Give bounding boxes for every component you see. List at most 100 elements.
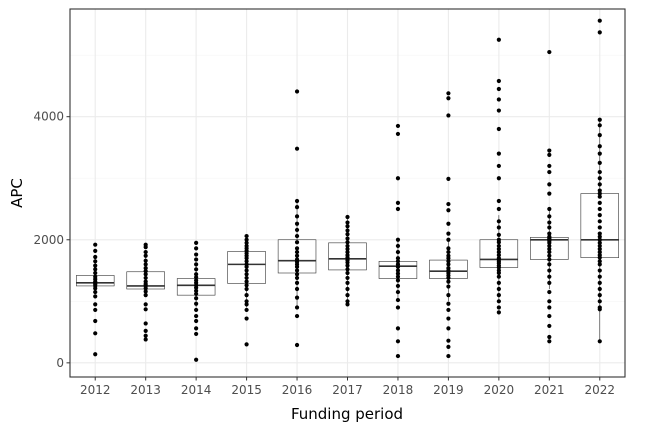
data-point-2013 — [143, 286, 148, 291]
y-axis-title: APC — [8, 178, 26, 208]
data-point-2013 — [143, 328, 148, 333]
data-point-2013 — [143, 249, 148, 255]
data-point-2013 — [143, 245, 148, 250]
data-point-2021 — [547, 253, 552, 258]
data-point-2021 — [547, 299, 552, 304]
data-point-2018 — [395, 268, 401, 273]
data-point-2017 — [345, 286, 350, 292]
data-point-2021 — [547, 231, 552, 236]
data-point-2016 — [294, 221, 300, 226]
data-point-2021 — [547, 334, 552, 340]
data-point-2016 — [294, 268, 300, 273]
data-point-2015 — [244, 279, 249, 284]
data-point-2022 — [597, 151, 602, 156]
data-point-2012 — [93, 254, 98, 260]
data-point-2020 — [496, 78, 501, 84]
data-point-2014 — [194, 296, 199, 301]
data-point-2022 — [597, 259, 602, 264]
data-point-2016 — [294, 280, 300, 285]
data-point-2022 — [597, 176, 602, 181]
data-point-2016 — [294, 205, 300, 210]
y-tick-label: 2000 — [33, 233, 64, 247]
data-point-2019 — [446, 259, 451, 264]
data-point-2012 — [93, 286, 98, 291]
data-point-2014 — [194, 285, 199, 290]
data-point-2018 — [395, 206, 401, 212]
data-point-2021 — [547, 274, 552, 279]
data-point-2015 — [244, 307, 249, 313]
data-point-2013 — [143, 333, 148, 338]
data-point-2013 — [143, 265, 148, 271]
data-point-2012 — [93, 263, 98, 268]
data-point-2014 — [194, 262, 199, 267]
data-point-2014 — [194, 313, 199, 319]
data-point-2022 — [597, 144, 602, 149]
point-series — [93, 18, 602, 362]
data-point-2022 — [597, 123, 602, 128]
data-point-2014 — [194, 307, 199, 313]
data-point-2022 — [597, 188, 602, 193]
data-point-2017 — [345, 270, 350, 276]
data-point-2021 — [547, 225, 552, 230]
data-point-2015 — [244, 302, 249, 307]
data-point-2020 — [496, 240, 501, 245]
data-point-2019 — [446, 249, 451, 255]
data-point-2021 — [547, 262, 552, 267]
data-point-2022 — [597, 286, 602, 292]
data-point-2021 — [547, 214, 552, 219]
data-point-2013 — [143, 293, 148, 298]
data-point-2016 — [294, 253, 300, 258]
data-point-2022 — [597, 234, 602, 239]
data-point-2022 — [597, 231, 602, 236]
data-point-2012 — [93, 289, 98, 295]
data-point-2019 — [446, 221, 451, 226]
data-point-2016 — [294, 233, 300, 239]
data-point-2016 — [294, 272, 300, 277]
data-point-2017 — [345, 214, 350, 220]
data-point-2021 — [547, 243, 552, 249]
data-point-2020 — [496, 274, 501, 279]
data-point-2014 — [194, 301, 199, 306]
data-point-2018 — [395, 353, 401, 359]
x-tick-label: 2020 — [484, 383, 515, 397]
data-point-2019 — [446, 338, 451, 343]
data-point-2015 — [244, 286, 249, 292]
data-point-2018 — [395, 256, 401, 261]
data-point-2019 — [446, 231, 451, 236]
data-point-2020 — [496, 108, 501, 113]
data-point-2017 — [345, 275, 350, 281]
x-tick-label: 2016 — [282, 383, 313, 397]
data-point-2020 — [496, 219, 501, 224]
data-point-2016 — [294, 214, 300, 219]
data-point-2017 — [345, 232, 350, 237]
data-point-2020 — [496, 86, 501, 92]
data-point-2013 — [143, 302, 148, 307]
data-point-2014 — [194, 246, 199, 251]
data-point-2019 — [446, 293, 451, 298]
data-point-2014 — [194, 357, 199, 362]
data-point-2015 — [244, 272, 249, 277]
data-point-2022 — [597, 30, 602, 35]
data-point-2013 — [143, 289, 148, 294]
data-point-2020 — [496, 286, 501, 292]
data-point-2022 — [597, 213, 602, 218]
data-point-2017 — [345, 224, 350, 229]
data-point-2021 — [547, 305, 552, 310]
data-point-2020 — [496, 198, 501, 204]
data-point-2017 — [345, 228, 350, 233]
data-point-2020 — [496, 249, 501, 255]
data-point-2019 — [446, 237, 451, 242]
data-point-2020 — [496, 280, 501, 285]
data-point-2015 — [244, 342, 249, 347]
data-point-2019 — [446, 353, 451, 359]
data-point-2017 — [345, 240, 350, 245]
data-point-2015 — [244, 316, 249, 321]
data-point-2021 — [547, 220, 552, 225]
data-point-2018 — [395, 278, 401, 283]
data-point-2020 — [496, 293, 501, 298]
data-point-2019 — [446, 284, 451, 289]
data-point-2016 — [294, 227, 300, 233]
data-point-2015 — [244, 268, 249, 273]
x-axis: 2012 2013 2014 2015 2016 2017 2018 2019 2020 2021… — [80, 377, 615, 397]
